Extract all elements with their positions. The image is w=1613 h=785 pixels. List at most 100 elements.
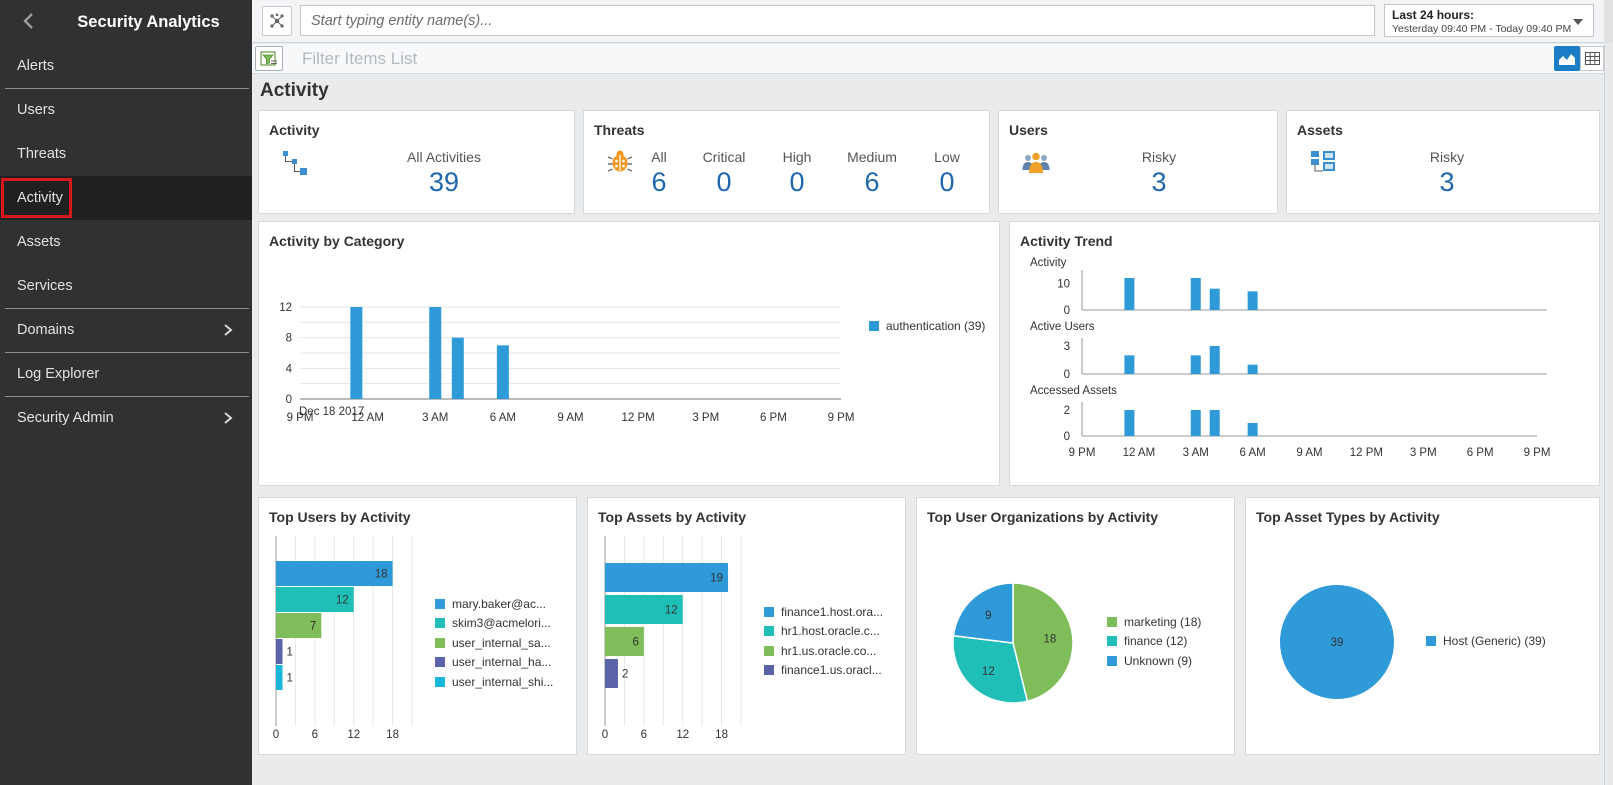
- stat-all-activities[interactable]: All Activities 39: [359, 149, 529, 198]
- filter-button[interactable]: [255, 46, 283, 71]
- top-assets-chart[interactable]: 0 6 12 18 19 12 6 2: [588, 536, 758, 746]
- time-range-selector[interactable]: Last 24 hours: Yesterday 09:40 PM - Toda…: [1384, 4, 1594, 37]
- legend-item[interactable]: user_internal_ha...: [435, 653, 553, 673]
- legend-item[interactable]: hr1.host.oracle.c...: [764, 622, 883, 642]
- chart-legend: finance1.host.ora... hr1.host.oracle.c...…: [764, 602, 883, 680]
- sidebar-item-users[interactable]: Users: [0, 88, 252, 132]
- stat-threats-medium[interactable]: Medium 6: [842, 149, 902, 198]
- kpi-card-threats[interactable]: Threats All 6 Critical 0 High 0 Medium 6…: [583, 110, 990, 214]
- sidebar-item-services[interactable]: Services: [0, 264, 252, 308]
- stat-value: 6: [651, 167, 667, 197]
- chart-title: Activity Trend: [1020, 233, 1113, 249]
- stat-threats-high[interactable]: High 0: [772, 149, 822, 198]
- legend-swatch: [764, 626, 774, 637]
- sidebar-item-alerts[interactable]: Alerts: [0, 44, 252, 88]
- top-user-orgs-pie[interactable]: 18 12 9: [917, 558, 1107, 728]
- x-tick-label: 9 PM: [1524, 447, 1551, 459]
- activity-by-category-chart[interactable]: 0 4 8 12 9 PM 12 AM 3 AM 6 AM 9 AM 12 PM 3 PM 6 PM 9…: [259, 257, 859, 427]
- entity-search-input[interactable]: [300, 5, 1375, 36]
- stat-label: All: [651, 149, 667, 165]
- x-tick-label: 12: [347, 729, 360, 741]
- legend-swatch: [869, 320, 879, 331]
- bar: [276, 561, 393, 586]
- chart-view-toggle[interactable]: [1554, 46, 1580, 71]
- sidebar-item-activity[interactable]: Activity: [0, 176, 252, 220]
- sidebar-item-label: Activity: [1, 178, 72, 218]
- legend-item[interactable]: authentication (39): [869, 316, 985, 336]
- entity-hierarchy-button[interactable]: [262, 6, 292, 36]
- chart-title: Top User Organizations by Activity: [927, 509, 1159, 525]
- legend-swatch: [764, 645, 774, 656]
- x-tick-label: 9 PM: [287, 412, 314, 424]
- x-tick-label: 18: [386, 729, 399, 741]
- bar-value-label: 18: [375, 569, 388, 581]
- panel-label: Activity: [1030, 257, 1067, 269]
- legend-item[interactable]: hr1.us.oracle.co...: [764, 641, 883, 661]
- panel-label: Active Users: [1030, 321, 1095, 333]
- legend-label: marketing (18): [1124, 614, 1202, 629]
- sidebar-item-security-admin[interactable]: Security Admin: [0, 396, 252, 440]
- legend-item[interactable]: marketing (18): [1107, 612, 1201, 632]
- sidebar-item-label: Alerts: [17, 58, 55, 74]
- stat-risky-users[interactable]: Risky 3: [1089, 149, 1229, 198]
- filter-items-input[interactable]: [302, 48, 902, 70]
- sidebar-item-log-explorer[interactable]: Log Explorer: [0, 352, 252, 396]
- top-assets-card: Top Assets by Activity 0 6 12 18 19 12 6 2 fina…: [587, 497, 906, 755]
- activity-by-category-card: Activity by Category 0 4 8 12 9 PM 12 AM 3 AM 6…: [258, 221, 1000, 486]
- top-bar: Last 24 hours: Yesterday 09:40 PM - Toda…: [252, 0, 1613, 43]
- kpi-card-assets[interactable]: Assets Risky 3: [1286, 110, 1600, 214]
- sidebar-item-threats[interactable]: Threats: [0, 132, 252, 176]
- legend-item[interactable]: user_internal_shi...: [435, 672, 553, 692]
- legend-item[interactable]: Unknown (9): [1107, 651, 1201, 671]
- stat-threats-low[interactable]: Low 0: [924, 149, 970, 198]
- bar: [276, 665, 283, 690]
- top-asset-types-pie[interactable]: 39: [1246, 558, 1426, 728]
- bar: [350, 307, 363, 399]
- stat-label: Risky: [1429, 149, 1465, 165]
- sidebar: Security Analytics Alerts Users Threats …: [0, 0, 252, 785]
- top-users-chart[interactable]: 0 6 12 18 18 12 7 1 1: [259, 536, 429, 746]
- back-arrow-icon[interactable]: [20, 12, 38, 30]
- pie-value-label: 9: [985, 610, 991, 622]
- x-tick-label: 9 PM: [1069, 447, 1096, 459]
- bar-value-label: 19: [710, 573, 723, 585]
- chart-title: Activity by Category: [269, 233, 405, 249]
- kpi-card-activity[interactable]: Activity All Activities 39: [258, 110, 575, 214]
- stat-risky-assets[interactable]: Risky 3: [1377, 149, 1517, 198]
- legend-swatch: [1426, 635, 1436, 646]
- x-tick-label: 0: [602, 729, 608, 741]
- bar: [605, 627, 644, 656]
- legend-item[interactable]: finance (12): [1107, 632, 1201, 652]
- sidebar-item-assets[interactable]: Assets: [0, 220, 252, 264]
- legend-item[interactable]: mary.baker@ac...: [435, 594, 553, 614]
- legend-item[interactable]: Host (Generic) (39): [1426, 631, 1546, 651]
- sidebar-item-domains[interactable]: Domains: [0, 308, 252, 352]
- vertical-scrollbar[interactable]: [1604, 44, 1613, 785]
- y-tick-label: 12: [279, 302, 292, 314]
- bar: [1190, 355, 1201, 374]
- servers-icon: [1311, 151, 1335, 172]
- legend-item[interactable]: user_internal_sa...: [435, 633, 553, 653]
- legend-swatch: [1107, 655, 1117, 666]
- legend-item[interactable]: finance1.host.ora...: [764, 602, 883, 622]
- y-tick-label: 0: [1064, 369, 1070, 381]
- legend-item[interactable]: finance1.us.oracl...: [764, 661, 883, 681]
- legend-item[interactable]: skim3@acmelori...: [435, 614, 553, 634]
- kpi-card-users[interactable]: Users Risky 3: [998, 110, 1278, 214]
- table-view-toggle[interactable]: [1580, 46, 1604, 71]
- chart-legend: mary.baker@ac... skim3@acmelori... user_in…: [435, 594, 553, 692]
- bar: [1209, 346, 1220, 374]
- stat-value: 39: [428, 167, 460, 197]
- legend-swatch: [1107, 636, 1117, 647]
- pie-value-label: 12: [982, 666, 995, 678]
- stat-threats-critical[interactable]: Critical 0: [694, 149, 754, 198]
- y-tick-label: 4: [286, 363, 293, 375]
- sidebar-divider: [5, 352, 249, 353]
- x-tick-label: 9 PM: [828, 412, 855, 424]
- stat-threats-all[interactable]: All 6: [639, 149, 679, 198]
- sidebar-item-label: Threats: [17, 146, 67, 162]
- stat-label: All Activities: [407, 149, 481, 165]
- resize-grip: [1604, 0, 1613, 43]
- activity-trend-chart[interactable]: Activity 0 10 Active Users 0 3 Accessed Assets…: [1010, 250, 1601, 470]
- bar: [1209, 410, 1220, 436]
